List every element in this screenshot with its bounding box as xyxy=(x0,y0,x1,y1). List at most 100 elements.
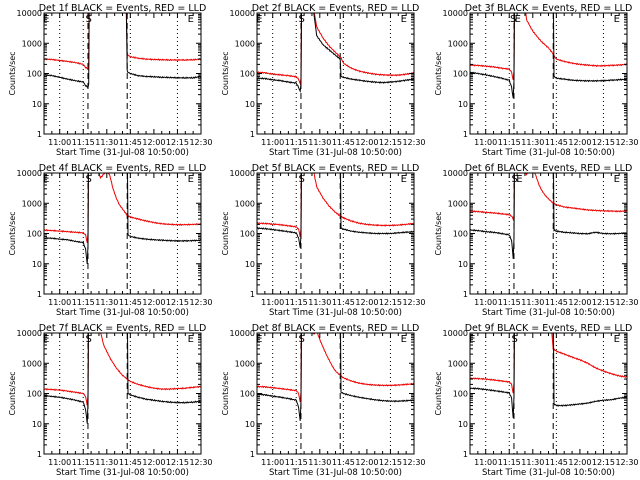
lld-series-line xyxy=(44,173,201,243)
x-tick-label: 12:00 xyxy=(142,458,165,467)
x-axis-label: Start Time (31-Jul-08 10:50:00) xyxy=(482,308,615,318)
chart-title: Det 4f BLACK = Events, RED = LLD xyxy=(39,163,207,174)
x-tick-label: 11:00 xyxy=(474,138,497,147)
y-tick-label: 100 xyxy=(240,230,255,239)
lld-series-line xyxy=(44,333,201,406)
x-tick-label: 12:00 xyxy=(568,298,591,307)
x-axis-label: Start Time (31-Jul-08 10:50:00) xyxy=(482,468,615,478)
y-tick-label: 10 xyxy=(32,100,42,109)
x-tick-label: 11:30 xyxy=(521,138,544,147)
x-tick-label: 11:30 xyxy=(308,138,331,147)
events-series-line xyxy=(44,173,201,264)
x-tick-label: 12:15 xyxy=(166,138,189,147)
y-tick-label: 100 xyxy=(27,390,42,399)
y-tick-label: 1000 xyxy=(22,359,42,368)
y-tick-label: 1 xyxy=(250,130,255,139)
y-axis-label: Counts/sec xyxy=(221,211,230,255)
x-tick-label: 12:15 xyxy=(592,138,615,147)
y-axis-label: Counts/sec xyxy=(8,211,17,255)
x-tick-label: 11:45 xyxy=(545,458,568,467)
x-tick-label: 11:45 xyxy=(332,138,355,147)
y-axis-label: Counts/sec xyxy=(434,371,443,415)
y-tick-label: 100 xyxy=(27,230,42,239)
marker-label: S xyxy=(299,14,305,25)
x-axis-label: Start Time (31-Jul-08 10:50:00) xyxy=(269,468,402,478)
x-tick-label: 11:00 xyxy=(261,138,284,147)
y-tick-label: 100 xyxy=(240,390,255,399)
y-tick-label: 10 xyxy=(245,420,255,429)
events-series-line xyxy=(257,333,414,421)
x-tick-label: 12:00 xyxy=(142,298,165,307)
chart-title: Det 9f BLACK = Events, RED = LLD xyxy=(465,323,633,334)
x-tick-label: 11:30 xyxy=(95,298,118,307)
events-series-line xyxy=(470,333,627,419)
y-tick-label: 1 xyxy=(37,130,42,139)
x-tick-label: 12:00 xyxy=(568,458,591,467)
x-tick-label: 12:30 xyxy=(615,298,638,307)
x-tick-label: 12:15 xyxy=(592,458,615,467)
marker-label: E xyxy=(614,334,620,345)
x-tick-label: 12:30 xyxy=(189,458,212,467)
x-tick-label: 12:15 xyxy=(379,458,402,467)
x-axis-label: Start Time (31-Jul-08 10:50:00) xyxy=(56,308,189,318)
marker-label: S xyxy=(299,334,305,345)
x-tick-label: 11:00 xyxy=(261,298,284,307)
y-tick-label: 10 xyxy=(245,100,255,109)
x-tick-label: 12:30 xyxy=(189,138,212,147)
x-tick-label: 11:15 xyxy=(498,138,521,147)
y-tick-label: 10000 xyxy=(443,169,468,178)
lld-series-line xyxy=(470,173,627,222)
x-tick-label: 12:15 xyxy=(379,298,402,307)
y-tick-label: 1 xyxy=(463,290,468,299)
y-tick-label: 10 xyxy=(245,260,255,269)
events-series-line xyxy=(44,333,201,424)
x-tick-label: 11:30 xyxy=(521,458,544,467)
marker-label: S xyxy=(86,334,92,345)
x-tick-label: 12:00 xyxy=(142,138,165,147)
y-tick-label: 1 xyxy=(37,290,42,299)
y-tick-label: 10 xyxy=(32,260,42,269)
y-tick-label: 10 xyxy=(32,420,42,429)
y-axis-label: Counts/sec xyxy=(8,51,17,95)
x-tick-label: 11:45 xyxy=(545,138,568,147)
y-tick-label: 1000 xyxy=(448,199,468,208)
x-axis-label: Start Time (31-Jul-08 10:50:00) xyxy=(482,148,615,158)
chart-title: Det 8f BLACK = Events, RED = LLD xyxy=(252,323,420,334)
x-tick-label: 11:00 xyxy=(474,298,497,307)
marker-label: S xyxy=(299,174,305,185)
marker-label: E xyxy=(188,14,194,25)
lld-series-line xyxy=(44,13,201,71)
events-series-line xyxy=(44,13,201,89)
x-tick-label: 12:30 xyxy=(402,298,425,307)
x-tick-label: 12:15 xyxy=(592,298,615,307)
chart-title: Det 1f BLACK = Events, RED = LLD xyxy=(39,3,207,14)
marker-label: S xyxy=(512,334,518,345)
x-tick-label: 12:30 xyxy=(615,138,638,147)
x-axis-label: Start Time (31-Jul-08 10:50:00) xyxy=(269,308,402,318)
x-tick-label: 11:30 xyxy=(521,298,544,307)
y-axis-label: Counts/sec xyxy=(221,51,230,95)
x-tick-label: 11:45 xyxy=(119,138,142,147)
y-tick-label: 1000 xyxy=(235,199,255,208)
x-tick-label: 12:00 xyxy=(355,138,378,147)
x-tick-label: 11:45 xyxy=(119,458,142,467)
chart-title: Det 3f BLACK = Events, RED = LLD xyxy=(465,3,633,14)
marker-label: E xyxy=(516,174,522,185)
x-tick-label: 11:15 xyxy=(72,458,95,467)
events-series-line xyxy=(470,13,627,99)
x-axis-label: Start Time (31-Jul-08 10:50:00) xyxy=(56,468,189,478)
y-tick-label: 10 xyxy=(458,260,468,269)
events-series-line xyxy=(470,173,627,259)
marker-label: E xyxy=(401,334,407,345)
lld-series-line xyxy=(257,333,414,403)
x-tick-label: 11:15 xyxy=(72,298,95,307)
x-tick-label: 12:15 xyxy=(166,298,189,307)
y-tick-label: 1 xyxy=(37,450,42,459)
y-tick-label: 10000 xyxy=(230,329,255,338)
